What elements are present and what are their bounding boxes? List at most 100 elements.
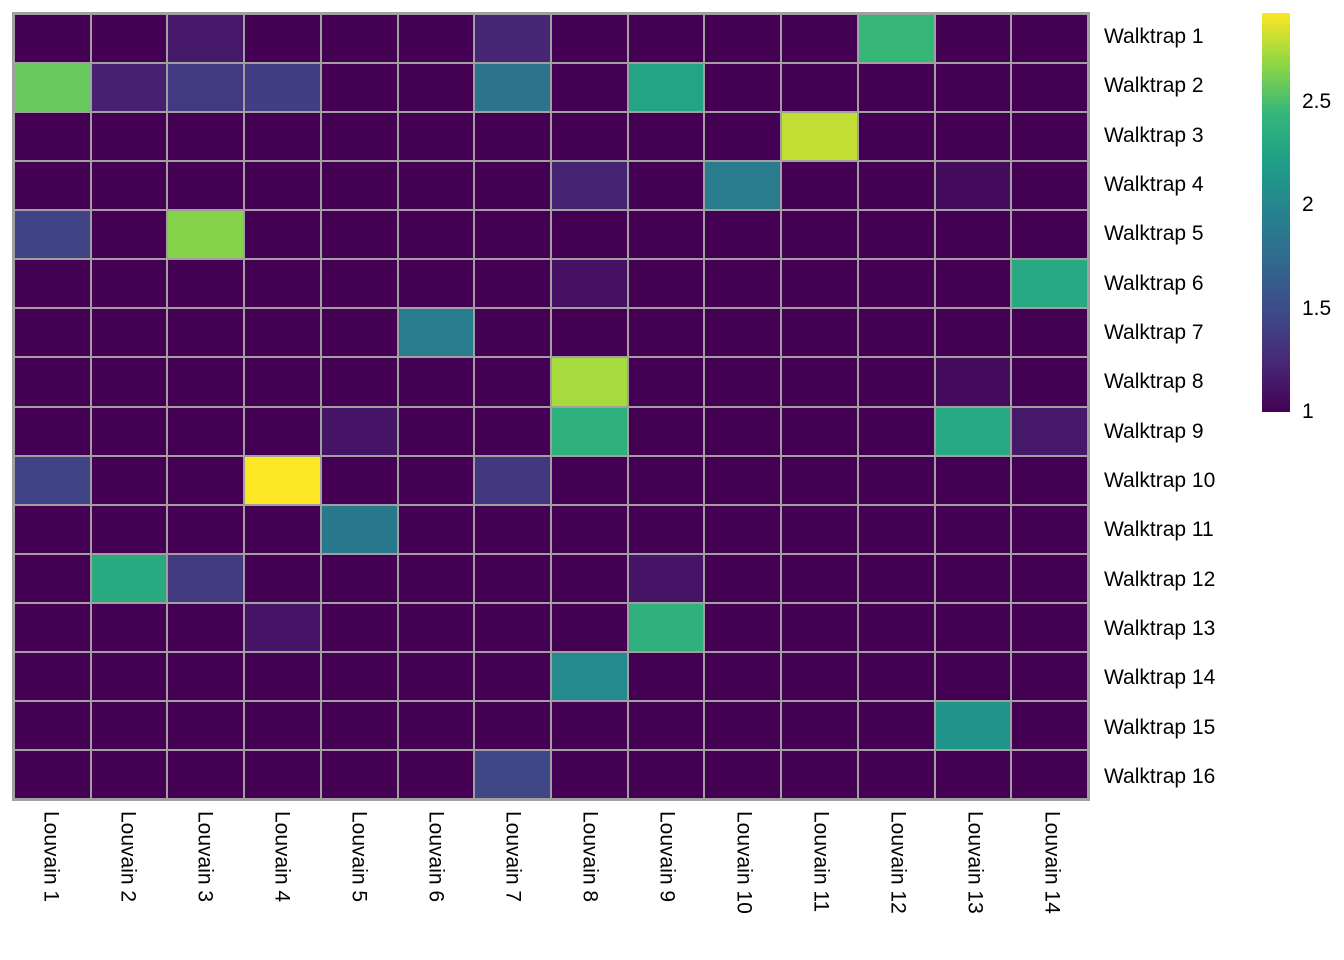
heatmap-cell [705, 260, 781, 308]
heatmap-cell [935, 652, 1011, 700]
heatmap-cell [1012, 358, 1087, 406]
heatmap-cell [552, 505, 627, 553]
heatmap-cell [782, 358, 857, 406]
heatmap-cell [15, 701, 90, 749]
heatmap-cell [475, 456, 550, 504]
row-label: Walktrap 13 [1104, 616, 1216, 640]
heatmap-cell [245, 701, 320, 749]
heatmap-cell [15, 358, 90, 406]
heatmap-cell [245, 162, 320, 210]
heatmap-cell [705, 15, 781, 63]
heatmap-cell [398, 505, 474, 553]
heatmap-cell [168, 113, 244, 161]
heatmap-cell [168, 260, 244, 308]
heatmap-cell [168, 15, 244, 63]
heatmap-cell [398, 652, 474, 700]
col-label: Louvain 12 [886, 811, 910, 914]
heatmap-cell [91, 701, 167, 749]
heatmap-cell [705, 64, 781, 112]
heatmap-cell [398, 162, 474, 210]
row-label: Walktrap 4 [1104, 173, 1204, 197]
heatmap-cell [321, 554, 397, 602]
heatmap-cell [705, 358, 781, 406]
heatmap-cell [1012, 603, 1087, 651]
heatmap-cell [245, 407, 320, 455]
heatmap-cell [321, 113, 397, 161]
heatmap-cell [858, 113, 934, 161]
heatmap-cell [628, 554, 704, 602]
heatmap-cell [321, 701, 397, 749]
heatmap-cell [628, 456, 704, 504]
heatmap-cell [935, 162, 1011, 210]
heatmap-cell [935, 750, 1011, 798]
heatmap-cell [1012, 652, 1087, 700]
heatmap-cell [15, 211, 90, 259]
heatmap-cell [321, 15, 397, 63]
heatmap-cell [398, 211, 474, 259]
heatmap-cell [552, 456, 627, 504]
heatmap-cell [552, 64, 627, 112]
heatmap-cell [475, 113, 550, 161]
heatmap-cell [782, 603, 857, 651]
heatmap-cell [552, 407, 627, 455]
heatmap-cell [15, 652, 90, 700]
heatmap-cell [321, 211, 397, 259]
heatmap-cell [858, 456, 934, 504]
heatmap-cell [321, 750, 397, 798]
heatmap-cell [245, 554, 320, 602]
heatmap-cell [935, 407, 1011, 455]
heatmap-cell [398, 15, 474, 63]
heatmap-cell [91, 260, 167, 308]
heatmap-cell [15, 15, 90, 63]
heatmap-cell [858, 15, 934, 63]
heatmap-cell [475, 652, 550, 700]
heatmap-cell [91, 211, 167, 259]
heatmap-cell [91, 603, 167, 651]
heatmap-cell [552, 652, 627, 700]
colorbar-tick-label: 1.5 [1302, 296, 1332, 320]
heatmap-cell [15, 554, 90, 602]
heatmap-cell [321, 64, 397, 112]
heatmap-cell [168, 309, 244, 357]
heatmap-cell [321, 505, 397, 553]
heatmap-cell [91, 652, 167, 700]
colorbar-tick-label: 1 [1302, 400, 1314, 423]
heatmap-cell [168, 603, 244, 651]
heatmap-cell [15, 603, 90, 651]
heatmap-cell [935, 64, 1011, 112]
col-label: Louvain 14 [1040, 811, 1064, 914]
heatmap-cell [935, 358, 1011, 406]
heatmap-cell [168, 64, 244, 112]
heatmap-cell [782, 652, 857, 700]
row-axis-labels: Walktrap 1 Walktrap 2 Walktrap 3 Walktrap 4… [1104, 12, 1304, 801]
heatmap-cell [321, 603, 397, 651]
heatmap-cell [245, 456, 320, 504]
heatmap-cell [858, 309, 934, 357]
heatmap-cell [858, 358, 934, 406]
heatmap-cell [91, 309, 167, 357]
row-label: Walktrap 10 [1104, 468, 1216, 492]
row-label: Walktrap 8 [1104, 370, 1204, 394]
heatmap-cell [935, 603, 1011, 651]
heatmap-cell [705, 211, 781, 259]
heatmap-cell [782, 113, 857, 161]
col-label: Louvain 2 [116, 811, 140, 903]
heatmap-cell [858, 64, 934, 112]
heatmap-cell [321, 407, 397, 455]
heatmap-cell [245, 64, 320, 112]
heatmap-cell [552, 701, 627, 749]
heatmap-cell [628, 64, 704, 112]
heatmap-cell [245, 260, 320, 308]
heatmap-cell [1012, 64, 1087, 112]
col-label: Louvain 4 [270, 811, 294, 903]
colorbar-gradient [1262, 13, 1290, 412]
heatmap-cell [91, 456, 167, 504]
heatmap-cell [245, 358, 320, 406]
heatmap-cell [705, 701, 781, 749]
row-label: Walktrap 7 [1104, 321, 1204, 345]
heatmap-cell [245, 309, 320, 357]
colorbar-tick-label: 2.5 [1302, 89, 1332, 113]
heatmap-cell [935, 701, 1011, 749]
row-label: Walktrap 11 [1104, 518, 1214, 542]
heatmap-cell [935, 456, 1011, 504]
